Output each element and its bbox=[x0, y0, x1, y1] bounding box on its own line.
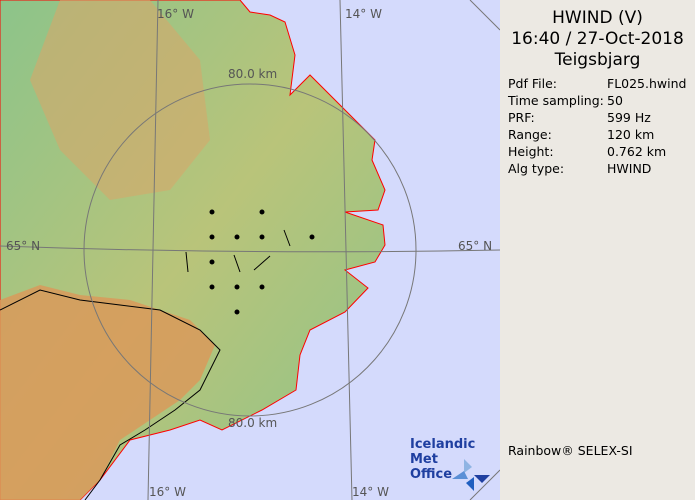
logo-line1: Icelandic Met bbox=[410, 437, 476, 467]
field-key: Range: bbox=[508, 127, 552, 142]
wind-barbs bbox=[185, 209, 315, 315]
map-canvas bbox=[0, 0, 500, 500]
highland-region bbox=[0, 285, 215, 500]
highland-north bbox=[30, 0, 210, 200]
field-value: FL025.hwind bbox=[607, 76, 687, 91]
radar-map[interactable]: 16° W 14° W 65° N 65° N 16° W 14° W 80.0… bbox=[0, 0, 500, 500]
field-value: 50 bbox=[607, 93, 623, 108]
field-prf: PRF: 599 Hz bbox=[500, 109, 695, 126]
field-value: 0.762 km bbox=[607, 144, 667, 159]
field-alg-type: Alg type: HWIND bbox=[500, 160, 695, 177]
field-range: Range: 120 km bbox=[500, 126, 695, 143]
field-time-sampling: Time sampling: 50 bbox=[500, 92, 695, 109]
logo-line2: Office bbox=[410, 467, 453, 482]
field-key: PRF: bbox=[508, 110, 535, 125]
grid-label-16w-bottom: 16° W bbox=[149, 485, 186, 499]
site-name: Teigsbjarg bbox=[554, 50, 641, 70]
field-key: Time sampling: bbox=[508, 93, 604, 108]
product-title: HWIND (V) bbox=[552, 8, 643, 28]
grid-lines bbox=[0, 0, 500, 500]
field-key: Height: bbox=[508, 144, 554, 159]
field-value: 120 km bbox=[607, 127, 655, 142]
footer-credit: Rainbow® SELEX-SI bbox=[508, 443, 633, 458]
grid-label-14w-top: 14° W bbox=[345, 7, 382, 21]
field-height: Height: 0.762 km bbox=[500, 143, 695, 160]
imo-logo: Icelandic Met Office bbox=[410, 437, 500, 491]
grid-label-65n-left: 65° N bbox=[6, 239, 41, 253]
datetime: 16:40 / 27-Oct-2018 bbox=[511, 29, 684, 49]
field-value: 599 Hz bbox=[607, 110, 651, 125]
info-panel: HWIND (V) 16:40 / 27-Oct-2018 Teigsbjarg… bbox=[500, 0, 695, 500]
range-label-bottom: 80.0 km bbox=[228, 416, 278, 430]
range-label-top: 80.0 km bbox=[228, 67, 278, 81]
field-pdf-file: Pdf File: FL025.hwind bbox=[500, 75, 695, 92]
grid-label-14w-bottom: 14° W bbox=[352, 485, 389, 499]
grid-label-65n-right: 65° N bbox=[458, 239, 493, 253]
field-key: Alg type: bbox=[508, 161, 565, 176]
logo-arrows-icon bbox=[452, 459, 490, 491]
field-value: HWIND bbox=[607, 161, 652, 176]
grid-label-16w-top: 16° W bbox=[157, 7, 194, 21]
glacier-outline bbox=[0, 289, 221, 500]
field-key: Pdf File: bbox=[508, 76, 557, 91]
